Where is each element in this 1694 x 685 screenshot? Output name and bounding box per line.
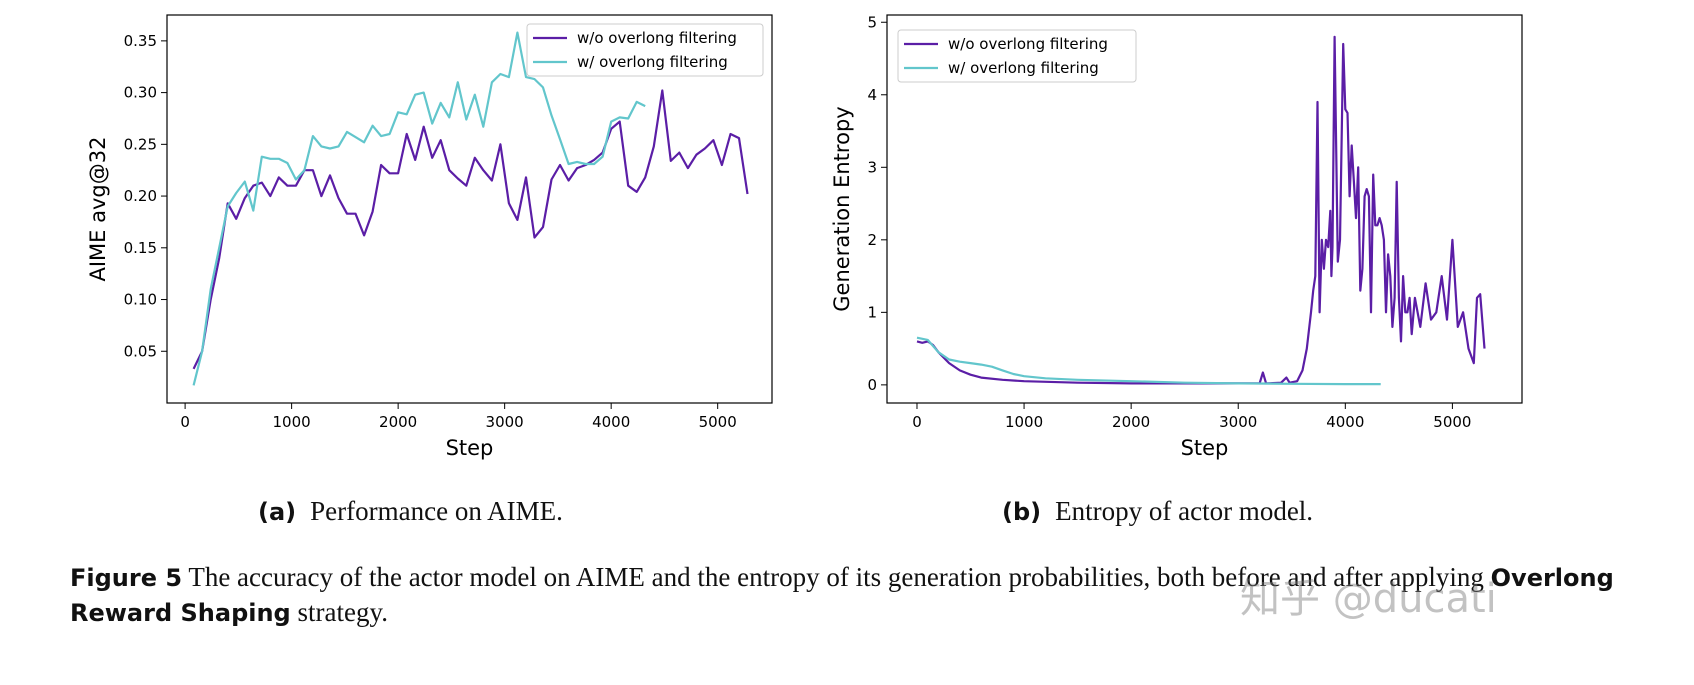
y-tick-label: 0 [867, 376, 877, 394]
subcaption-label: (a) [258, 498, 297, 526]
plot-frame [886, 14, 1523, 404]
x-tick-label: 2000 [379, 413, 417, 431]
y-tick-label: 2 [867, 231, 877, 249]
x-tick-label: 0 [912, 413, 922, 431]
caption-text-end: strategy. [290, 597, 388, 627]
legend: w/o overlong filtering w/ overlong filter… [897, 29, 1137, 83]
y-axis-label: AIME avg@32 [86, 137, 110, 282]
watermark: 知乎 @ducati [1240, 576, 1497, 622]
series-line-0 [192, 89, 749, 370]
x-axis-label: Step [446, 436, 494, 460]
y-tick-label: 4 [867, 86, 877, 104]
y-tick-label: 0.20 [124, 187, 157, 205]
series-line-1 [192, 31, 646, 386]
y-tick-label: 0.35 [124, 32, 157, 50]
y-tick-label: 0.30 [124, 84, 157, 102]
subcaption-text: Entropy of actor model. [1055, 496, 1314, 526]
subcaption-label: (b) [1002, 498, 1042, 526]
x-tick-label: 4000 [592, 413, 630, 431]
y-tick-label: 3 [867, 158, 877, 176]
x-tick-label: 1000 [273, 413, 311, 431]
y-tick-label: 0.25 [124, 135, 157, 153]
plot-frame [166, 14, 773, 404]
x-tick-label: 5000 [699, 413, 737, 431]
x-tick-label: 3000 [486, 413, 524, 431]
series-line-1 [916, 336, 1381, 386]
subcaption-text: Performance on AIME. [310, 496, 563, 526]
subcaption-b: (b) Entropy of actor model. [1002, 496, 1313, 527]
y-tick-label: 1 [867, 303, 877, 321]
chart-a: 0 1000 2000 3000 4000 5000 0.05 0.10 0.15 0.20 0.2… [86, 14, 773, 460]
caption-label: Figure 5 [70, 564, 183, 592]
subcaption-a: (a) Performance on AIME. [258, 496, 563, 527]
x-tick-label: 2000 [1112, 413, 1150, 431]
x-tick-label: 1000 [1005, 413, 1043, 431]
legend-label: w/ overlong filtering [577, 53, 728, 71]
figure-caption: Figure 5 The accuracy of the actor model… [70, 560, 1670, 630]
legend-label: w/o overlong filtering [577, 29, 737, 47]
series-line-0 [916, 35, 1486, 385]
x-tick-label: 3000 [1219, 413, 1257, 431]
y-tick-label: 5 [867, 13, 877, 31]
legend-label: w/ overlong filtering [948, 59, 1099, 77]
legend: w/o overlong filtering w/ overlong filter… [526, 23, 764, 77]
caption-text: The accuracy of the actor model on AIME … [182, 562, 1491, 592]
x-tick-label: 4000 [1326, 413, 1364, 431]
y-tick-label: 0.15 [124, 239, 157, 257]
y-axis-label: Generation Entropy [830, 106, 854, 311]
legend-box [526, 23, 764, 77]
legend-label: w/o overlong filtering [948, 35, 1108, 53]
x-tick-label: 0 [180, 413, 190, 431]
x-tick-label: 5000 [1433, 413, 1471, 431]
caption-bold: Overlong Reward Shaping [70, 564, 1614, 627]
chart-b: 0 1000 2000 3000 4000 5000 0 1 2 3 4 5 Step Generatio… [830, 13, 1523, 460]
y-tick-label: 0.05 [124, 342, 157, 360]
legend-box [897, 29, 1137, 83]
x-axis-label: Step [1181, 436, 1229, 460]
y-tick-label: 0.10 [124, 291, 157, 309]
